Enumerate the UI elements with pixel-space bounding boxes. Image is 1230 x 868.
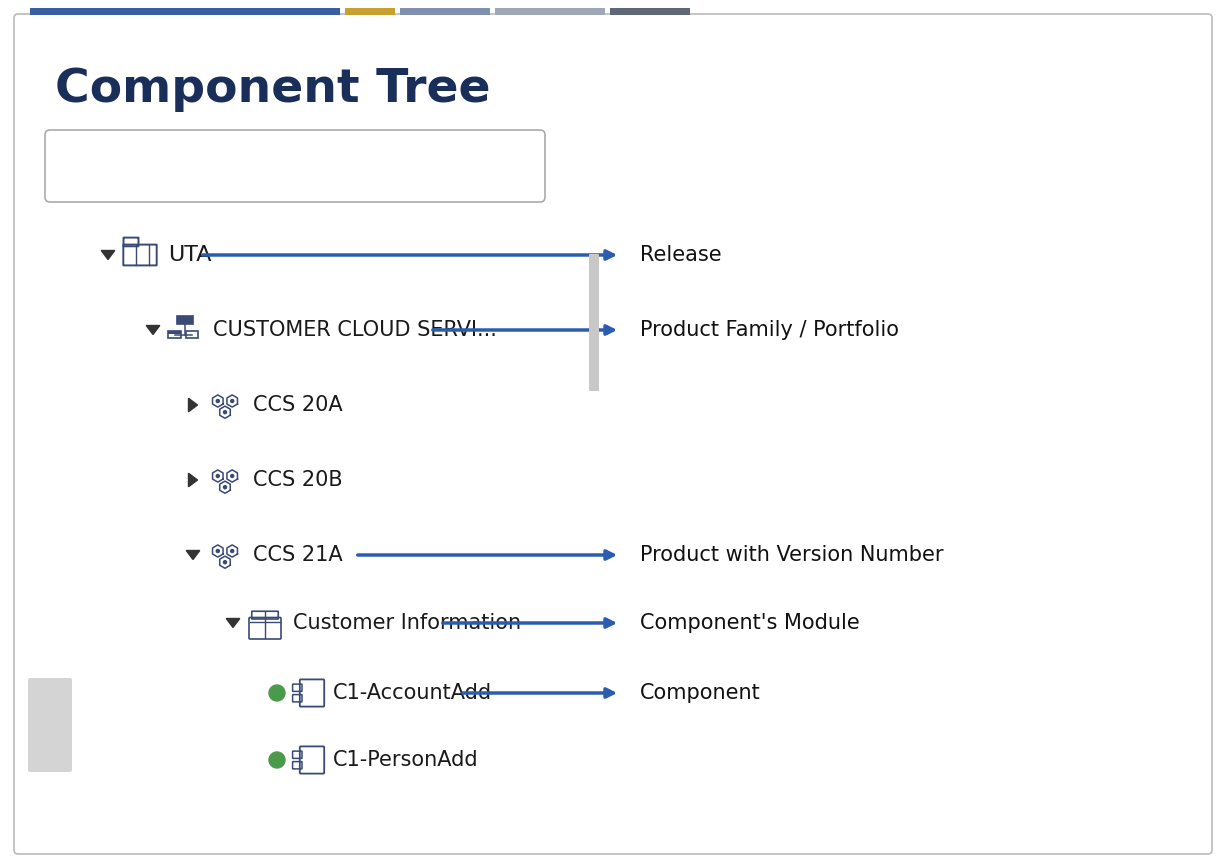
FancyBboxPatch shape: [46, 130, 545, 202]
Circle shape: [231, 475, 234, 477]
FancyBboxPatch shape: [28, 678, 73, 772]
Text: Product Family / Portfolio: Product Family / Portfolio: [640, 320, 899, 340]
Polygon shape: [188, 473, 198, 487]
FancyBboxPatch shape: [177, 316, 193, 325]
Text: C1-AccountAdd: C1-AccountAdd: [333, 683, 492, 703]
Polygon shape: [226, 619, 240, 628]
Circle shape: [224, 486, 226, 489]
Text: Release: Release: [640, 245, 722, 265]
Text: Component Tree: Component Tree: [55, 68, 491, 113]
Bar: [186, 331, 198, 339]
Circle shape: [231, 399, 234, 403]
Text: CUSTOMER CLOUD SERVI...: CUSTOMER CLOUD SERVI...: [213, 320, 497, 340]
Text: CCS 20A: CCS 20A: [253, 395, 343, 415]
Polygon shape: [146, 326, 160, 334]
FancyBboxPatch shape: [589, 254, 599, 391]
Bar: [169, 331, 181, 334]
Text: CCS 21A: CCS 21A: [253, 545, 343, 565]
Circle shape: [269, 685, 285, 701]
Text: UTA: UTA: [169, 245, 212, 265]
Polygon shape: [101, 251, 114, 260]
Text: Component's Module: Component's Module: [640, 613, 860, 633]
Circle shape: [216, 399, 219, 403]
Polygon shape: [188, 398, 198, 411]
Bar: [30, 8, 339, 15]
Text: Product with Version Number: Product with Version Number: [640, 545, 943, 565]
FancyBboxPatch shape: [14, 14, 1212, 854]
Text: CCS 20B: CCS 20B: [253, 470, 343, 490]
Bar: [344, 8, 395, 15]
Bar: [610, 8, 690, 15]
Circle shape: [224, 561, 226, 563]
Circle shape: [224, 411, 226, 414]
Text: ▼: ▼: [496, 159, 508, 174]
Circle shape: [269, 752, 285, 768]
Text: Component: Component: [640, 683, 760, 703]
Circle shape: [216, 549, 219, 553]
Text: Search Component: Search Component: [77, 157, 250, 175]
Polygon shape: [186, 550, 199, 560]
Bar: [400, 8, 490, 15]
Circle shape: [231, 549, 234, 553]
Bar: [494, 8, 605, 15]
Text: Customer Information: Customer Information: [293, 613, 522, 633]
Bar: [169, 331, 181, 339]
Circle shape: [216, 475, 219, 477]
Text: C1-PersonAdd: C1-PersonAdd: [333, 750, 478, 770]
